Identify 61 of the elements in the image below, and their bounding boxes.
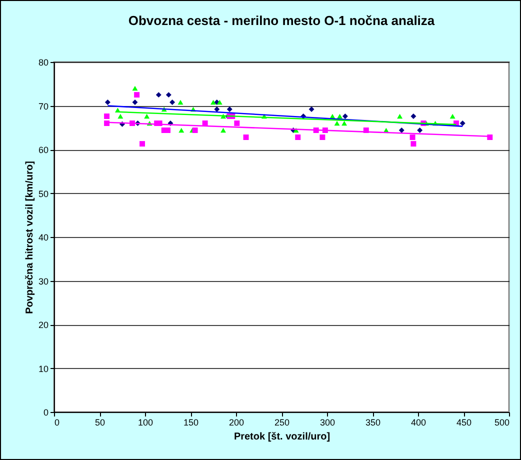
point — [398, 128, 404, 133]
y-tick-label: 60 — [38, 145, 48, 155]
point — [216, 100, 222, 105]
point — [234, 120, 240, 126]
point — [410, 134, 416, 140]
y-tick-label: 80 — [38, 58, 48, 68]
point — [104, 100, 110, 105]
point — [192, 128, 198, 133]
point — [337, 114, 342, 119]
point — [134, 92, 140, 98]
y-tick-label: 20 — [38, 320, 48, 330]
x-tick-label: 300 — [320, 418, 336, 428]
point — [132, 86, 138, 91]
point — [144, 114, 150, 119]
x-tick-label: 0 — [54, 418, 60, 428]
point — [308, 106, 314, 112]
point — [460, 120, 466, 126]
point — [170, 100, 176, 105]
x-tick-label: 400 — [410, 418, 426, 428]
point — [220, 128, 226, 133]
point — [202, 120, 208, 126]
y-tick-label: 10 — [38, 364, 48, 374]
y-axis-title: Povprečna hitrost vozil [km/uro] — [24, 161, 36, 314]
point — [243, 134, 249, 140]
y-tick-label: 70 — [38, 101, 48, 112]
x-tick-label: 150 — [183, 418, 199, 428]
point — [417, 128, 423, 133]
point — [178, 100, 184, 105]
y-tick-label: 0 — [43, 408, 48, 418]
x-tick-label: 250 — [274, 418, 290, 428]
point — [166, 92, 172, 98]
y-tick-label: 40 — [38, 232, 48, 242]
point — [156, 92, 162, 98]
point — [342, 114, 348, 119]
y-tick-label: 30 — [38, 276, 48, 286]
point — [104, 120, 110, 126]
x-tick-label: 450 — [456, 418, 472, 428]
point — [104, 114, 110, 119]
point — [342, 120, 348, 126]
point — [210, 100, 216, 105]
point — [132, 100, 138, 105]
y-tick-label: 50 — [38, 188, 48, 199]
point — [410, 114, 416, 119]
point — [410, 141, 416, 147]
point — [140, 141, 146, 147]
point — [320, 134, 326, 140]
point — [118, 114, 124, 119]
x-tick-label: 200 — [228, 418, 244, 428]
x-tick-label: 350 — [365, 418, 381, 428]
point — [214, 106, 220, 112]
point — [450, 114, 456, 119]
point — [178, 128, 184, 133]
point — [226, 106, 232, 112]
x-tick-label: 500 — [494, 418, 510, 428]
x-tick-label: 100 — [138, 418, 154, 428]
point — [334, 120, 340, 126]
x-axis-title: Pretok [št. vozil/uro] — [234, 432, 330, 442]
point — [295, 134, 301, 140]
chart-title: Obvozna cesta - merilno mesto O-1 nočna analiza — [128, 13, 436, 28]
point — [397, 114, 403, 119]
x-tick-label: 50 — [94, 418, 106, 428]
